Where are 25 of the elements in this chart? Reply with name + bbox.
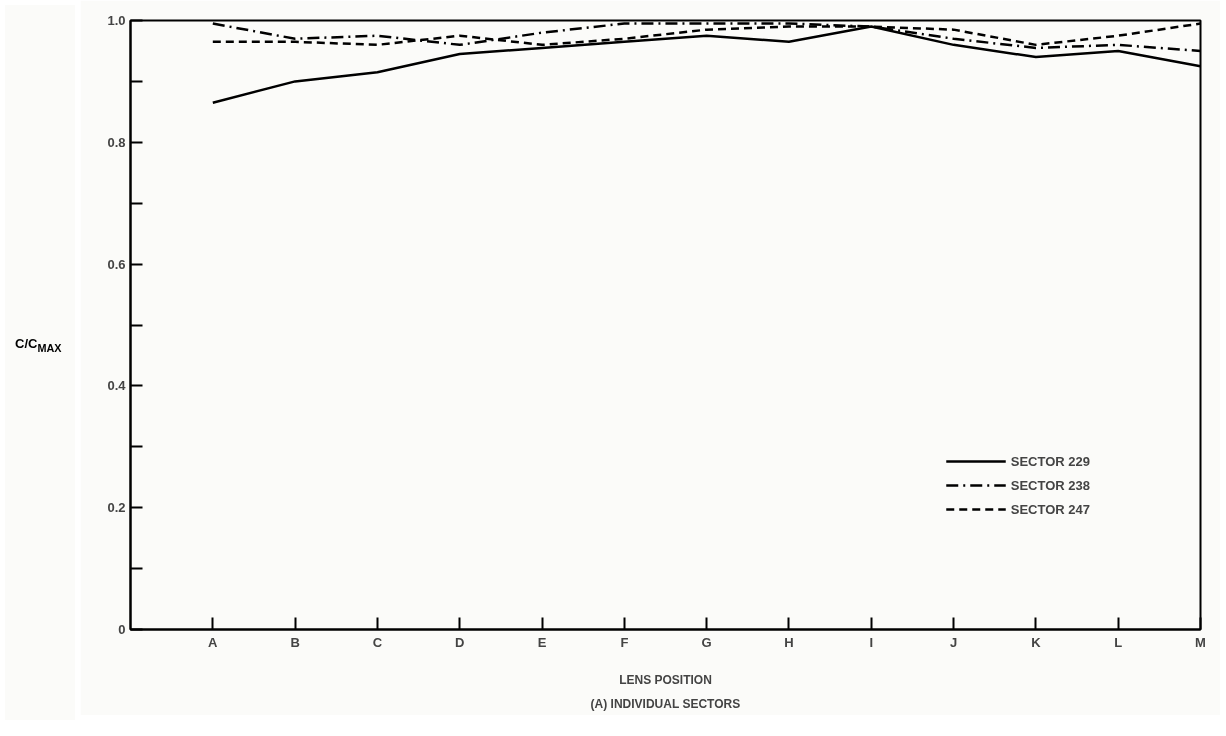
x-tick-label: A xyxy=(208,634,219,650)
y-tick-label: 0.6 xyxy=(107,256,126,272)
x-tick-label: M xyxy=(1195,634,1206,650)
y-tick-label: 0.2 xyxy=(107,500,126,516)
y-tick-label: 1.0 xyxy=(107,13,126,28)
x-tick-label: L xyxy=(1114,634,1123,650)
legend-label: SECTOR 238 xyxy=(1010,477,1090,493)
legend-label: SECTOR 229 xyxy=(1010,453,1090,469)
text: (A) INDIVIDUAL SECTORS xyxy=(590,696,741,711)
x-tick-label: C xyxy=(372,634,383,650)
x-tick-label: I xyxy=(869,634,874,650)
y-tick-label: 0.8 xyxy=(107,134,126,150)
y-tick-label: 0 xyxy=(118,622,126,637)
y-tick-label: 0.4 xyxy=(107,378,127,394)
x-tick-label: B xyxy=(290,634,300,650)
x-tick-label: J xyxy=(949,634,958,650)
x-tick-label: E xyxy=(537,634,547,650)
legend-label: SECTOR 247 xyxy=(1010,501,1090,517)
x-axis-title: LENS POSITION xyxy=(619,672,712,687)
x-tick-label: H xyxy=(784,634,794,650)
x-tick-label: K xyxy=(1031,634,1042,650)
x-tick-label: G xyxy=(701,634,712,650)
x-tick-label: F xyxy=(620,634,629,650)
y-axis-title: C/C$_{MAX}$ xyxy=(15,335,62,356)
x-tick-label: D xyxy=(455,634,465,650)
